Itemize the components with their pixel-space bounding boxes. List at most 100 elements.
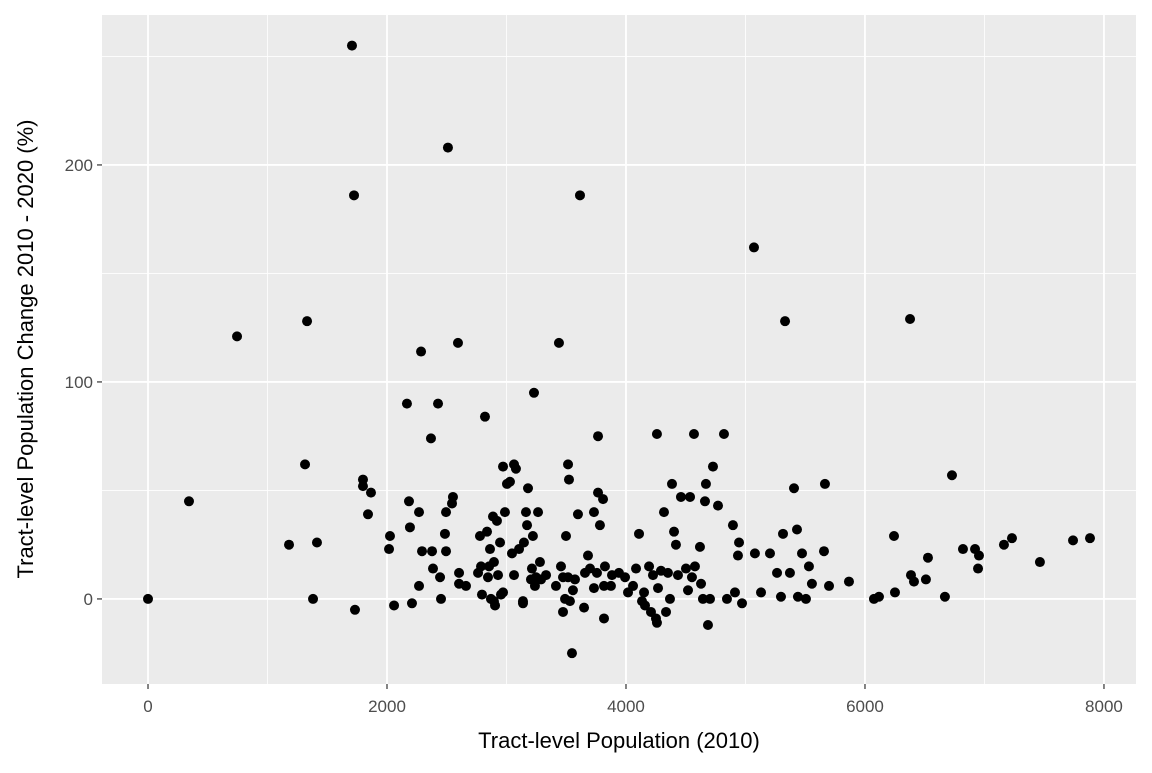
point bbox=[346, 40, 357, 51]
point bbox=[594, 520, 605, 531]
point bbox=[670, 539, 681, 550]
point bbox=[533, 507, 544, 518]
point bbox=[403, 496, 414, 507]
point bbox=[183, 496, 194, 507]
point bbox=[435, 572, 446, 583]
point bbox=[491, 515, 502, 526]
point bbox=[482, 572, 493, 583]
point bbox=[401, 398, 412, 409]
point bbox=[905, 314, 916, 325]
point bbox=[998, 539, 1009, 550]
point bbox=[700, 478, 711, 489]
point bbox=[384, 531, 395, 542]
point bbox=[482, 526, 493, 537]
point bbox=[476, 589, 487, 600]
point bbox=[485, 544, 496, 555]
point bbox=[843, 576, 854, 587]
point bbox=[664, 593, 675, 604]
point bbox=[628, 580, 639, 591]
point bbox=[920, 574, 931, 585]
point bbox=[498, 587, 509, 598]
point bbox=[414, 507, 425, 518]
point bbox=[689, 561, 700, 572]
point bbox=[772, 567, 783, 578]
point bbox=[819, 478, 830, 489]
point bbox=[582, 550, 593, 561]
point bbox=[666, 478, 677, 489]
point bbox=[685, 491, 696, 502]
point bbox=[694, 541, 705, 552]
point bbox=[599, 613, 610, 624]
point bbox=[696, 578, 707, 589]
point bbox=[1034, 557, 1045, 568]
point bbox=[460, 580, 471, 591]
point bbox=[791, 524, 802, 535]
point bbox=[889, 587, 900, 598]
point bbox=[529, 580, 540, 591]
point bbox=[566, 648, 577, 659]
point bbox=[143, 593, 154, 604]
point bbox=[688, 429, 699, 440]
point bbox=[357, 481, 368, 492]
point bbox=[662, 567, 673, 578]
point bbox=[518, 537, 529, 548]
point bbox=[702, 619, 713, 630]
point bbox=[442, 142, 453, 153]
point bbox=[946, 470, 957, 481]
point bbox=[1006, 533, 1017, 544]
point bbox=[441, 546, 452, 557]
point bbox=[563, 459, 574, 470]
point bbox=[404, 522, 415, 533]
point bbox=[541, 570, 552, 581]
point bbox=[300, 459, 311, 470]
point bbox=[680, 563, 691, 574]
point bbox=[569, 574, 580, 585]
point bbox=[520, 507, 531, 518]
point bbox=[749, 548, 760, 559]
point bbox=[1068, 535, 1079, 546]
point bbox=[425, 433, 436, 444]
point bbox=[527, 531, 538, 542]
y-tick-label: 0 bbox=[84, 590, 93, 609]
point bbox=[593, 431, 604, 442]
point bbox=[454, 567, 465, 578]
point bbox=[620, 572, 631, 583]
point bbox=[729, 587, 740, 598]
point bbox=[634, 528, 645, 539]
point bbox=[789, 483, 800, 494]
point bbox=[939, 591, 950, 602]
point bbox=[922, 552, 933, 563]
point bbox=[651, 429, 662, 440]
point bbox=[973, 550, 984, 561]
point bbox=[522, 520, 533, 531]
point bbox=[661, 606, 672, 617]
point bbox=[748, 242, 759, 253]
point bbox=[349, 604, 360, 615]
panel bbox=[102, 15, 1136, 684]
point bbox=[707, 461, 718, 472]
point bbox=[232, 331, 243, 342]
y-tick-label: 100 bbox=[65, 373, 93, 392]
point bbox=[510, 463, 521, 474]
point bbox=[792, 591, 803, 602]
point bbox=[528, 387, 539, 398]
point bbox=[675, 491, 686, 502]
point bbox=[517, 598, 528, 609]
point bbox=[302, 316, 313, 327]
point bbox=[818, 546, 829, 557]
point bbox=[639, 600, 650, 611]
point bbox=[721, 593, 732, 604]
point bbox=[737, 598, 748, 609]
point bbox=[598, 494, 609, 505]
point bbox=[441, 507, 452, 518]
point bbox=[588, 507, 599, 518]
point bbox=[800, 593, 811, 604]
point bbox=[699, 496, 710, 507]
x-tick-label: 0 bbox=[143, 697, 152, 716]
point bbox=[653, 583, 664, 594]
point bbox=[488, 557, 499, 568]
x-axis-title: Tract-level Population (2010) bbox=[478, 728, 760, 753]
point bbox=[362, 509, 373, 520]
